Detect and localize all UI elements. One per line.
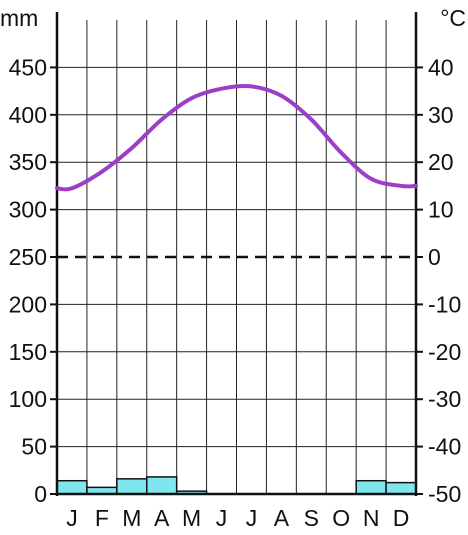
right-tick-label: -40	[428, 434, 461, 460]
month-label: N	[363, 505, 380, 531]
temperature-line	[55, 83, 418, 192]
right-tick-label: -50	[428, 481, 461, 507]
month-label: M	[182, 505, 201, 531]
left-tick-label: 350	[9, 149, 47, 175]
precipitation-bar	[116, 478, 148, 495]
precipitation-bar	[56, 479, 88, 495]
left-tick-label: 300	[9, 197, 47, 223]
left-axis-ticks: 0 50 100 150 200 250 300 350 400 450	[9, 54, 57, 507]
left-tick-label: 0	[34, 481, 47, 507]
month-label: M	[122, 505, 141, 531]
grid	[57, 20, 416, 494]
month-label: A	[274, 505, 290, 531]
precipitation-bar	[355, 479, 387, 495]
month-label: A	[154, 505, 170, 531]
right-tick-label: 30	[428, 102, 454, 128]
month-label: F	[95, 505, 109, 531]
plot-frame	[55, 12, 418, 496]
left-tick-label: 250	[9, 244, 47, 270]
right-tick-label: 10	[428, 197, 454, 223]
month-label: D	[393, 505, 410, 531]
left-tick-label: 450	[9, 54, 47, 80]
precipitation-bar	[146, 476, 178, 495]
left-tick-label: 100	[9, 386, 47, 412]
left-tick-label: 200	[9, 291, 47, 317]
month-label: J	[216, 505, 228, 531]
precipitation-bar	[385, 481, 417, 495]
right-tick-label: 0	[428, 244, 441, 270]
month-label: O	[332, 505, 350, 531]
month-label: J	[66, 505, 78, 531]
left-tick-label: 150	[9, 339, 47, 365]
right-axis-unit: °C	[440, 5, 466, 31]
month-label: S	[304, 505, 319, 531]
left-tick-label: 50	[21, 434, 47, 460]
right-tick-label: -10	[428, 291, 461, 317]
right-tick-label: -20	[428, 339, 461, 365]
left-tick-label: 400	[9, 102, 47, 128]
temperature-curve	[55, 83, 418, 192]
left-axis-unit: mm	[0, 5, 38, 31]
right-tick-label: 40	[428, 54, 454, 80]
right-axis-ticks: -50 -40 -30 -20 -10 0 10 20 30 40	[416, 54, 461, 507]
month-label: J	[246, 505, 258, 531]
right-tick-label: 20	[428, 149, 454, 175]
right-tick-label: -30	[428, 386, 461, 412]
